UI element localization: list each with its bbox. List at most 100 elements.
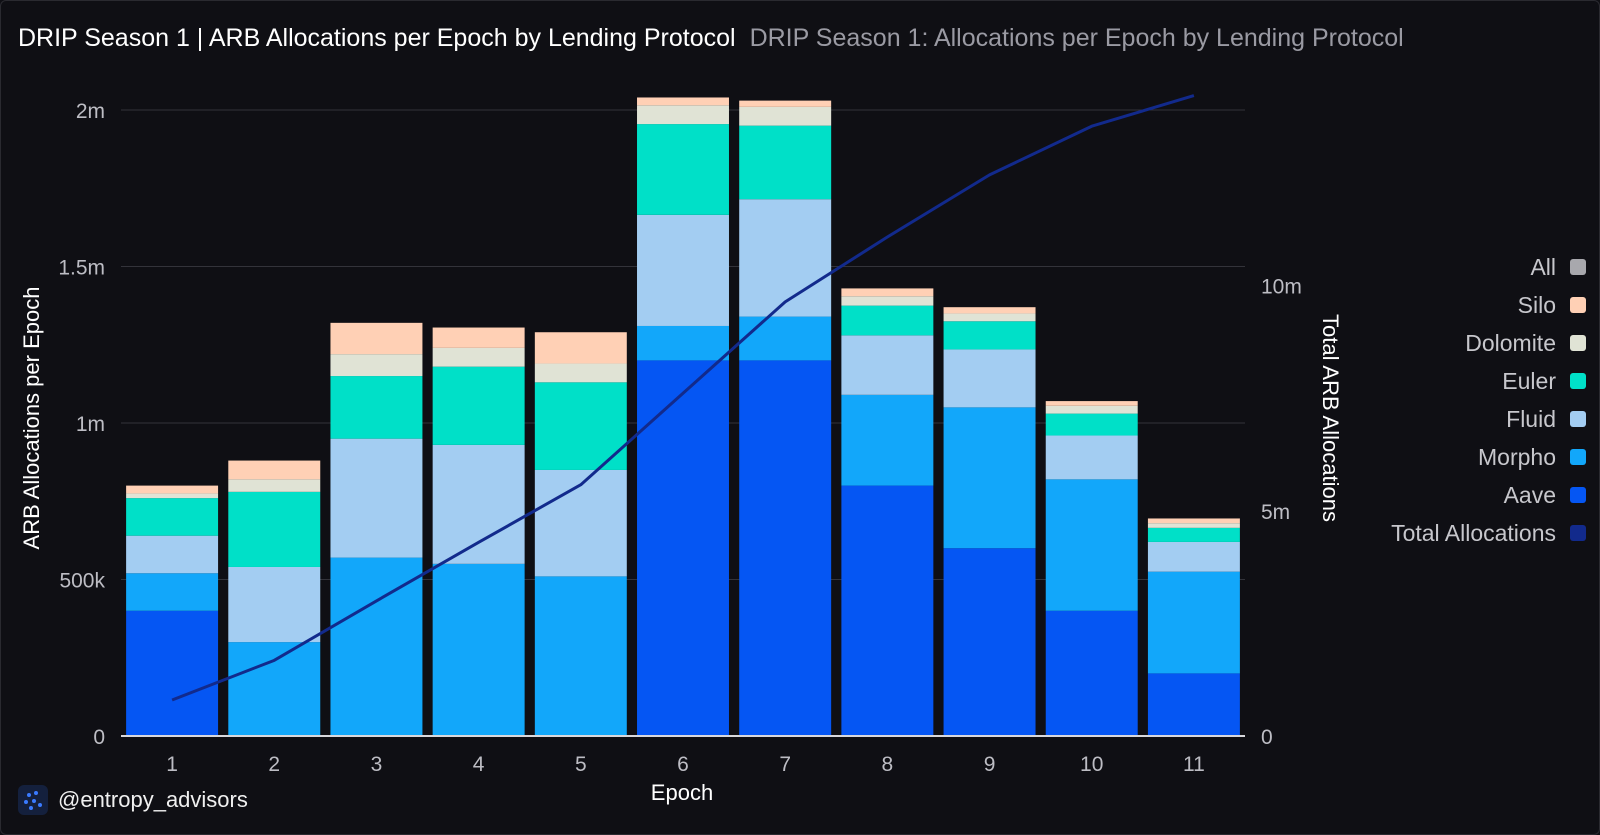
- legend-item[interactable]: Total Allocations: [1266, 514, 1586, 552]
- chart-subtitle: DRIP Season 1: Allocations per Epoch by …: [749, 24, 1404, 52]
- legend-item[interactable]: All: [1266, 248, 1586, 286]
- bar-segment-dolomite: [637, 105, 729, 125]
- bar-segment-aave: [1147, 673, 1240, 736]
- bar-segment-silo: [1045, 401, 1138, 406]
- legend-item[interactable]: Aave: [1266, 476, 1586, 514]
- bar-segment-aave: [739, 360, 832, 736]
- bar-segment-silo: [432, 327, 525, 348]
- bar-segment-morpho: [943, 407, 1036, 549]
- x-tick-label: 10: [1080, 753, 1103, 776]
- x-tick-label: 11: [1183, 753, 1205, 776]
- bar-segment-aave: [1045, 610, 1138, 736]
- bar-segment-dolomite: [330, 354, 423, 377]
- bar-segment-fluid: [534, 469, 627, 577]
- legend-label: Euler: [1502, 367, 1556, 394]
- legend-label: Silo: [1517, 291, 1556, 318]
- bar-segment-dolomite: [1045, 405, 1138, 414]
- legend-item[interactable]: Morpho: [1266, 438, 1586, 476]
- x-tick-label: 1: [166, 753, 178, 776]
- x-tick-label: 9: [984, 753, 996, 776]
- bar-segment-euler: [432, 366, 525, 445]
- bar-segment-fluid: [841, 335, 934, 395]
- y-tick-label: 2m: [76, 100, 105, 123]
- bar-segment-fluid: [330, 438, 423, 558]
- bar-segment-fluid: [1045, 435, 1138, 480]
- bar-segment-fluid: [1147, 541, 1240, 572]
- bar-segment-dolomite: [228, 479, 321, 492]
- bar-segment-aave: [943, 548, 1036, 736]
- bar-segment-silo: [739, 100, 832, 107]
- bar-segment-euler: [739, 125, 832, 200]
- y-axis-title: ARB Allocations per Epoch: [19, 287, 44, 550]
- bar-segment-dolomite: [739, 106, 832, 126]
- x-tick-label: 7: [779, 753, 791, 776]
- bar-segment-morpho: [841, 394, 934, 486]
- bar-segment-morpho: [126, 573, 219, 611]
- legend-item[interactable]: Silo: [1266, 286, 1586, 324]
- bar-segment-dolomite: [1147, 523, 1240, 528]
- bar-segment-morpho: [534, 576, 627, 736]
- y2-tick-label: 5m: [1261, 501, 1290, 524]
- bar-segment-silo: [841, 288, 934, 297]
- legend-swatch: [1570, 525, 1586, 541]
- legend-label: Aave: [1503, 481, 1556, 508]
- bar-segment-euler: [943, 321, 1036, 350]
- legend-item[interactable]: Euler: [1266, 362, 1586, 400]
- legend-swatch: [1570, 297, 1586, 313]
- legend-item[interactable]: Fluid: [1266, 400, 1586, 438]
- x-tick-label: 5: [575, 753, 587, 776]
- bar-segment-silo: [534, 332, 627, 364]
- bar-segment-morpho: [1045, 479, 1138, 611]
- x-axis-title: Epoch: [651, 780, 713, 805]
- x-tick-label: 2: [268, 753, 280, 776]
- y2-tick-label: 10m: [1261, 276, 1302, 299]
- brand-footer: @entropy_advisors: [18, 785, 248, 815]
- bar-segment-euler: [126, 498, 219, 536]
- total-line-layer: [171, 94, 1195, 702]
- bar-segment-morpho: [228, 642, 321, 736]
- entropy-logo-icon: [18, 785, 48, 815]
- x-tick-label: 6: [677, 753, 689, 776]
- legend-swatch: [1570, 373, 1586, 389]
- legend-item[interactable]: Dolomite: [1266, 324, 1586, 362]
- legend-swatch: [1570, 259, 1586, 275]
- chart-title: DRIP Season 1 | ARB Allocations per Epoc…: [18, 24, 736, 52]
- bar-segment-silo: [943, 307, 1036, 314]
- bar-segment-euler: [330, 376, 423, 439]
- y-tick-label: 500k: [59, 570, 105, 593]
- bar-segment-euler: [228, 491, 321, 567]
- bar-segment-dolomite: [534, 363, 627, 383]
- legend-label: Morpho: [1478, 443, 1556, 470]
- legend: All Silo Dolomite Euler Fluid Morpho Aave Total…: [1266, 248, 1586, 552]
- legend-label: All: [1530, 253, 1556, 280]
- legend-swatch: [1570, 487, 1586, 503]
- legend-label: Dolomite: [1465, 329, 1556, 356]
- bar-segment-fluid: [739, 199, 832, 317]
- legend-swatch: [1570, 335, 1586, 351]
- y2-axis-title: Total ARB Allocations: [1318, 314, 1343, 522]
- bar-segment-fluid: [943, 349, 1036, 408]
- x-tick-label: 3: [371, 753, 383, 776]
- bar-segment-silo: [126, 485, 219, 494]
- bar-segment-aave: [126, 610, 219, 736]
- bar-segment-dolomite: [841, 296, 934, 306]
- y2-tick-label: 0: [1261, 726, 1273, 749]
- total-allocations-line: [171, 94, 1195, 702]
- legend-label: Fluid: [1506, 405, 1556, 432]
- bar-segment-fluid: [228, 566, 321, 643]
- bar-segment-morpho: [1147, 571, 1240, 674]
- x-tick-label: 4: [473, 753, 485, 776]
- bar-segment-euler: [841, 305, 934, 336]
- x-tick-label: 8: [882, 753, 894, 776]
- bar-segment-morpho: [637, 325, 729, 361]
- title-row: DRIP Season 1 | ARB Allocations per Epoc…: [18, 22, 1404, 54]
- bar-segment-silo: [228, 460, 321, 480]
- bar-segment-morpho: [330, 557, 423, 736]
- legend-label: Total Allocations: [1391, 519, 1556, 546]
- y-tick-label: 0: [93, 726, 105, 749]
- y-tick-label: 1m: [76, 413, 105, 436]
- bar-segment-euler: [1045, 413, 1138, 436]
- bar-segment-aave: [637, 360, 729, 736]
- bars: [126, 97, 1240, 736]
